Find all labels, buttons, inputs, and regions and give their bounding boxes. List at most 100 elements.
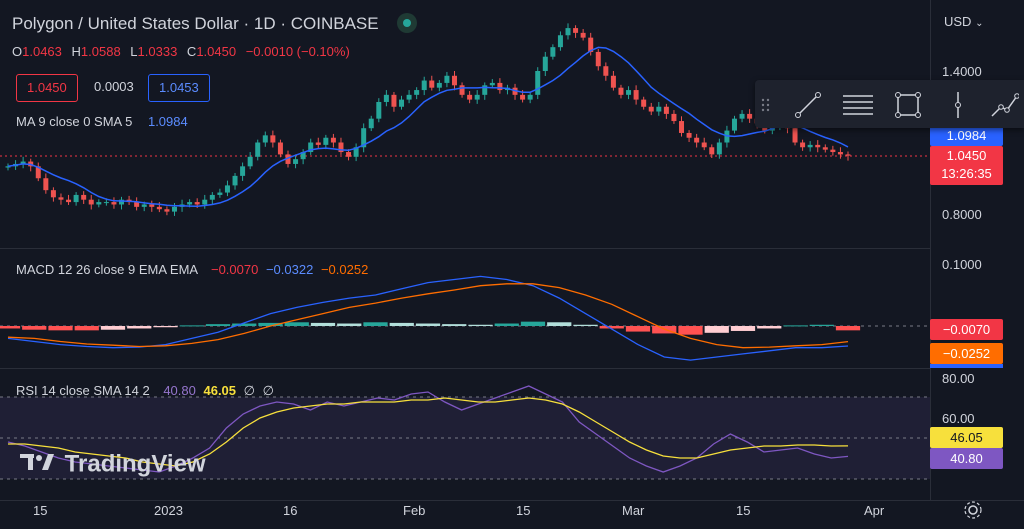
candle-body [285, 154, 291, 164]
settings-gear-icon[interactable] [962, 499, 984, 521]
time-axis-separator [0, 500, 1024, 501]
rsi-ma-line [8, 397, 849, 467]
candle-body [202, 199, 208, 205]
macd-histogram-bar [100, 326, 126, 330]
macd-histogram-bar [599, 326, 624, 329]
candle-body [648, 106, 654, 112]
macd-legend[interactable]: MACD 12 26 close 9 EMA EMA −0.0070 −0.03… [16, 262, 368, 277]
macd-histogram-bar [442, 324, 467, 326]
candle-body [119, 199, 125, 205]
pane-separator-rsi[interactable] [0, 368, 930, 369]
macd-histogram [0, 321, 861, 335]
rsi-axis-label: 80.00 [942, 371, 975, 386]
tradingview-logo-icon [20, 451, 54, 479]
time-axis-label: 15 [33, 503, 48, 518]
candle-body [88, 199, 94, 205]
time-axis-label: 15 [736, 503, 751, 518]
candle-body [535, 71, 541, 95]
pane-separator-macd[interactable] [0, 248, 930, 249]
candle-body [194, 202, 200, 205]
candle-body [58, 197, 64, 200]
macd-histogram-bar [205, 324, 231, 326]
buy-button[interactable]: 1.0453 [148, 74, 210, 102]
currency-label: USD [944, 14, 972, 29]
candle-body [171, 206, 177, 212]
rectangle-icon[interactable] [893, 90, 923, 120]
candle-body [5, 166, 11, 168]
macd-histogram-bar [179, 325, 204, 327]
path-tool-icon[interactable] [989, 90, 1020, 120]
ask-value: 1.0453 [159, 80, 199, 95]
candle-body [164, 209, 170, 212]
candle-body [459, 85, 465, 95]
candle-body [641, 99, 647, 107]
candle-body [156, 206, 162, 210]
macd-histogram-bar [809, 324, 834, 326]
macd-histogram-bar [74, 326, 99, 331]
macd-histogram-bar [363, 322, 388, 326]
chart-canvas[interactable] [0, 0, 930, 500]
candle-body [66, 199, 72, 203]
candle-body [527, 94, 533, 100]
macd-line-value: −0.0322 [265, 262, 314, 277]
fib-retracement-icon[interactable] [841, 90, 875, 120]
ma-label: MA 9 close 0 SMA 5 [16, 114, 133, 129]
signal-line [7, 283, 849, 349]
symbol-title[interactable]: Polygon / United States Dollar · 1D · CO… [12, 12, 418, 35]
candle-body [247, 156, 253, 167]
macd-signal-tag: −0.0252 [930, 343, 1003, 364]
candle-body [376, 101, 382, 119]
candle-body [588, 37, 594, 52]
candle-body [709, 147, 715, 155]
candle-body [81, 194, 87, 200]
candle-body [830, 149, 836, 153]
rsi-ma-tag: 46.05 [930, 427, 1003, 448]
macd-histogram-bar [415, 323, 441, 326]
tradingview-logo[interactable]: TradingView [20, 450, 206, 479]
symbol-title-text: Polygon / United States Dollar · 1D · CO… [12, 14, 379, 33]
high-value: 1.0588 [80, 44, 121, 59]
rsi-axis-label: 60.00 [942, 411, 975, 426]
close-key: C [186, 44, 197, 59]
candle-body [20, 161, 26, 164]
bar-countdown: 13:26:35 [941, 166, 992, 181]
change-value: −0.0010 (−0.10%) [245, 44, 350, 59]
candle-body [361, 128, 367, 148]
rsi-tag: 40.80 [930, 448, 1003, 469]
ma-legend[interactable]: MA 9 close 0 SMA 5 1.0984 [16, 114, 188, 129]
drag-handle-icon[interactable] [759, 90, 773, 120]
candle-body [293, 159, 299, 164]
candle-body [557, 35, 563, 48]
trend-line-icon[interactable] [793, 90, 823, 120]
candle-body [663, 106, 669, 114]
candle-body [610, 75, 616, 88]
candle-body [716, 142, 722, 155]
macd-histogram-bar [0, 326, 21, 329]
candle-body [111, 202, 117, 205]
ma-value: 1.0984 [147, 114, 188, 129]
candle-body [565, 28, 571, 36]
candle-body [103, 202, 109, 204]
vertical-line-icon[interactable] [943, 90, 973, 120]
macd-histogram-bar [678, 326, 703, 335]
currency-selector[interactable]: USD ⌄ [944, 14, 983, 29]
macd-histogram-bar [22, 326, 47, 330]
candle-body [626, 90, 632, 95]
rsi-legend[interactable]: RSI 14 close SMA 14 2 40.80 46.05 ∅ ∅ [16, 383, 274, 399]
candles [5, 23, 851, 216]
candle-body [520, 94, 526, 100]
drawing-toolbar[interactable] [755, 80, 1024, 128]
candle-body [595, 51, 601, 67]
spread-value: 0.0003 [94, 79, 134, 94]
low-key: L [130, 44, 138, 59]
ma-price-tag: 1.0984 [930, 125, 1003, 146]
candle-body [308, 142, 314, 153]
candle-body [550, 47, 556, 57]
candle-body [217, 192, 223, 195]
macd-histogram-bar [835, 326, 861, 331]
macd-histogram-bar [284, 322, 309, 326]
market-status-icon [397, 12, 418, 33]
candle-body [489, 82, 495, 86]
macd-histogram-bar [704, 326, 729, 333]
sell-button[interactable]: 1.0450 [16, 74, 78, 102]
